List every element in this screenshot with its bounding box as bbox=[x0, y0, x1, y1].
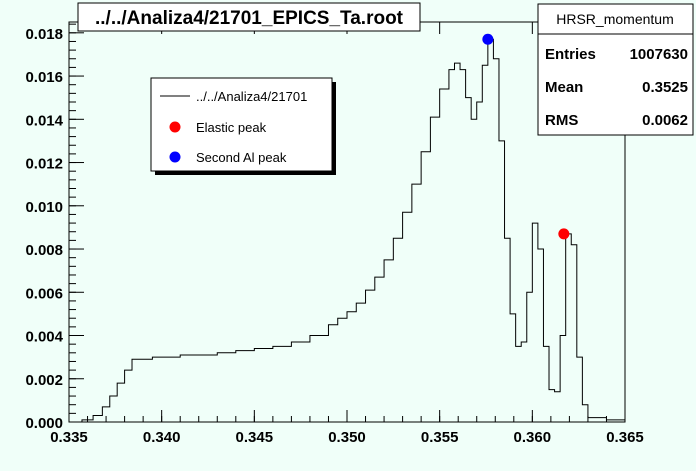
x-tick-label: 0.350 bbox=[328, 429, 366, 446]
stats-mean-label: Mean bbox=[545, 79, 583, 96]
y-tick-label: 0.008 bbox=[25, 242, 63, 259]
y-tick-label: 0.006 bbox=[25, 285, 63, 302]
x-tick-label: 0.345 bbox=[236, 429, 274, 446]
histogram-line bbox=[69, 38, 626, 423]
x-tick-label: 0.360 bbox=[514, 429, 552, 446]
x-tick-labels: 0.335 0.340 0.345 0.350 0.355 0.360 0.365 bbox=[50, 429, 644, 446]
legend-box bbox=[150, 77, 333, 172]
y-tick-label: 0.004 bbox=[25, 329, 63, 346]
stats-mean-value: 0.3525 bbox=[642, 79, 688, 96]
elastic-peak-marker bbox=[558, 228, 570, 240]
stats-rms-label: RMS bbox=[545, 112, 578, 129]
stats-entries-value: 1007630 bbox=[630, 46, 688, 63]
legend-line-label: ../../Analiza4/21701 bbox=[196, 89, 307, 104]
legend-second-marker bbox=[169, 151, 181, 163]
y-tick-label: 0.014 bbox=[25, 112, 63, 129]
y-tick-labels: 0.000 0.002 0.004 0.006 0.008 0.010 0.012 0.014… bbox=[25, 26, 63, 432]
y-tick-label: 0.016 bbox=[25, 69, 63, 86]
stats-rms-value: 0.0062 bbox=[642, 112, 688, 129]
x-tick-label: 0.365 bbox=[606, 429, 644, 446]
legend-elastic-marker bbox=[169, 121, 181, 133]
second-peak-marker bbox=[482, 33, 494, 45]
title-box bbox=[77, 2, 421, 32]
y-tick-label: 0.000 bbox=[25, 415, 63, 432]
legend-second-label: Second Al peak bbox=[196, 150, 287, 165]
peak-markers bbox=[482, 33, 570, 240]
y-tick-label: 0.002 bbox=[25, 372, 63, 389]
y-tick-label: 0.010 bbox=[25, 199, 63, 216]
stats-entries-label: Entries bbox=[545, 46, 596, 63]
x-tick-label: 0.335 bbox=[50, 429, 88, 446]
axis-ticks bbox=[68, 22, 626, 423]
stats-name: HRSR_momentum bbox=[556, 11, 673, 27]
y-tick-label: 0.012 bbox=[25, 156, 63, 173]
y-tick-label: 0.018 bbox=[25, 26, 63, 43]
x-tick-label: 0.340 bbox=[143, 429, 181, 446]
legend-elastic-label: Elastic peak bbox=[196, 120, 267, 135]
x-tick-label: 0.355 bbox=[421, 429, 459, 446]
title-text: ../../Analiza4/21701_EPICS_Ta.root bbox=[95, 8, 404, 29]
stats-box bbox=[537, 3, 694, 136]
